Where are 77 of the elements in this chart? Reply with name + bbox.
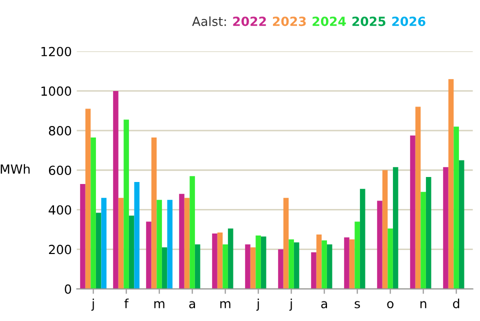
x-tick-label: j: [91, 298, 94, 311]
bar: [322, 240, 327, 289]
x-tick-label: j: [289, 298, 292, 311]
bar: [278, 249, 284, 289]
bar: [250, 247, 256, 289]
text: 2023: [272, 16, 306, 26]
bar: [228, 228, 234, 289]
bar: [392, 167, 398, 289]
bar: [448, 79, 454, 289]
x-tick-label: a: [321, 301, 327, 308]
y-tick-label: 1200: [42, 46, 72, 56]
x-tick-label: m: [220, 301, 230, 308]
text: 2025: [352, 16, 386, 26]
bar: [426, 177, 432, 289]
chart-title: Aalst:: [192, 16, 226, 26]
y-tick-label: 1000: [42, 86, 72, 96]
bar: [454, 126, 459, 289]
bar: [85, 108, 91, 289]
bar: [222, 244, 228, 289]
bar: [167, 200, 172, 289]
bar: [283, 198, 289, 289]
bar: [184, 198, 190, 289]
bar: [194, 244, 200, 289]
x-tick-label: f: [124, 298, 129, 308]
y-axis-title: MWh: [0, 164, 30, 174]
bar: [458, 160, 464, 289]
bar: [410, 135, 416, 289]
bar: [146, 222, 152, 289]
bar: [260, 236, 266, 289]
bar: [134, 182, 140, 289]
y-tick-label: 200: [48, 244, 72, 254]
text: 2022: [233, 16, 266, 26]
bar: [326, 244, 332, 289]
bar: [344, 237, 350, 289]
bar: [118, 198, 124, 289]
x-tick-label: a: [189, 301, 195, 308]
bar: [415, 106, 421, 289]
x-tick-label: o: [387, 301, 394, 308]
bar: [354, 222, 360, 289]
bar: [217, 232, 223, 289]
bar: [96, 212, 102, 289]
y-tick-label: 400: [48, 205, 72, 215]
bar: [349, 239, 355, 289]
bar: [443, 167, 448, 289]
bar: [113, 90, 118, 289]
y-tick-label: 600: [48, 166, 72, 176]
bar: [388, 228, 393, 289]
text: 2024: [312, 16, 346, 26]
x-tick-label: j: [256, 298, 259, 311]
bar: [128, 216, 134, 289]
bar: [256, 235, 261, 289]
bar: [316, 234, 322, 289]
bar: [80, 184, 86, 289]
bar: [245, 244, 250, 289]
bar: [360, 188, 366, 289]
y-tick-label: 800: [48, 126, 72, 136]
bar: [288, 239, 294, 289]
bar: [162, 247, 168, 289]
bar: [377, 200, 382, 289]
bar: [151, 137, 157, 289]
bar: [190, 176, 195, 289]
bar: [101, 198, 106, 289]
x-tick-label: s: [354, 301, 360, 308]
bar: [179, 194, 184, 289]
bar: [420, 192, 426, 289]
bar: [124, 120, 129, 289]
bar: [90, 137, 96, 289]
x-tick-label: n: [420, 301, 426, 308]
x-tick-label: m: [154, 301, 164, 308]
y-tick-label: 0: [64, 284, 72, 294]
bar: [382, 170, 388, 289]
bar: [311, 252, 316, 289]
x-tick-label: d: [453, 298, 460, 308]
bar: [212, 233, 218, 289]
bar: [294, 242, 300, 289]
text: 2026: [392, 16, 426, 26]
bar: [156, 200, 162, 289]
